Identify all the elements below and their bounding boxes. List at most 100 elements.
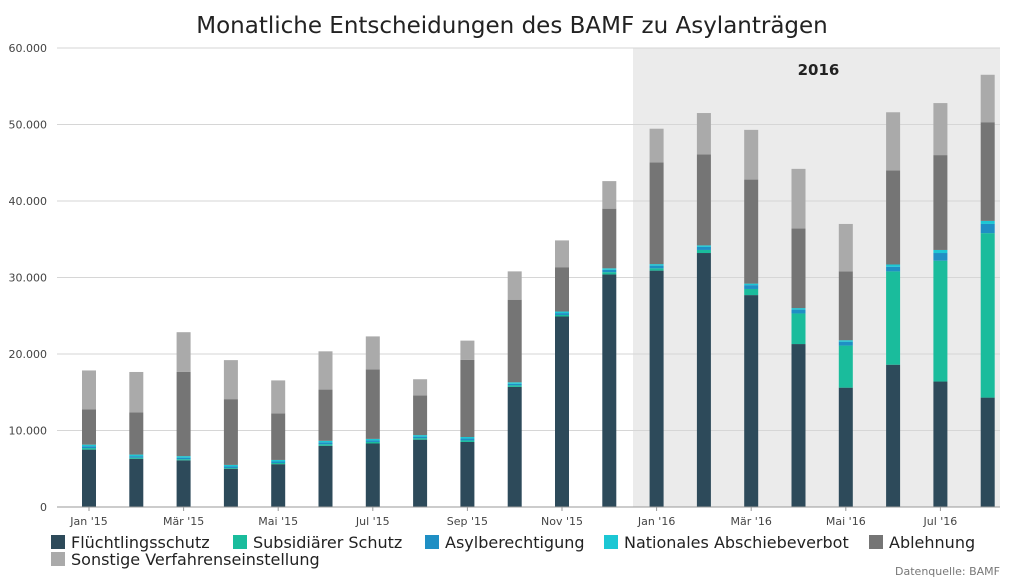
- bar-segment: Mai '15 – Sonstige Verfahrenseinstellung…: [271, 380, 286, 414]
- bar-segment: Mai '15 – Flüchtlingsschutz: 5600: [271, 464, 286, 507]
- bar-segment: Jan '15 – Subsidiärer Schutz: 200: [82, 448, 96, 450]
- y-tick-label: 20.000: [9, 348, 48, 361]
- bar-segment: Jan '15 – Ablehnung: 4600: [82, 409, 96, 445]
- bar-segment: Okt '15 – Sonstige Verfahrenseinstellung…: [507, 271, 522, 300]
- legend-label: Flüchtlingsschutz: [71, 533, 210, 552]
- bar-segment: Dez '15 – Flüchtlingsschutz: 30400: [602, 274, 617, 507]
- bar-segment: Mai '16 – Ablehnung: 9000: [838, 271, 853, 341]
- bar-segment: Mär '15 – Nationales Abschiebeverbot: 20…: [176, 456, 191, 458]
- bar-segment: Aug '16 – Asylberechtigung: 1200: [980, 223, 995, 234]
- bar-segment: Jun '15 – Ablehnung: 6700: [318, 389, 333, 441]
- legend-swatch: [604, 535, 618, 549]
- bar-segment: Apr '16 – Asylberechtigung: 500: [791, 309, 806, 314]
- bar-segment: Jul '15 – Asylberechtigung: 200: [365, 440, 380, 442]
- bar-segment: Feb '15 – Ablehnung: 5500: [129, 412, 144, 455]
- bar-segment: Jun '16 – Asylberechtigung: 600: [886, 266, 901, 272]
- bar-segment: Aug '16 – Ablehnung: 12900: [980, 122, 995, 221]
- bar-segment: Feb '16 – Ablehnung: 11900: [696, 154, 711, 246]
- bar-segment: Jun '16 – Flüchtlingsschutz: 18600: [886, 364, 901, 507]
- bar-segment: Apr '15 – Nationales Abschiebeverbot: 20…: [223, 464, 238, 467]
- y-tick-label: 60.000: [9, 42, 48, 55]
- bar-segment: Mär '16 – Asylberechtigung: 500: [744, 285, 759, 289]
- y-tick-label: 50.000: [9, 119, 48, 132]
- bar-segment: Apr '16 – Flüchtlingsschutz: 21300: [791, 344, 806, 507]
- bar-segment: Feb '16 – Nationales Abschiebeverbot: 20…: [696, 245, 711, 247]
- bar-segment: Aug '16 – Flüchtlingsschutz: 14300: [980, 397, 995, 507]
- bar-segment: Okt '15 – Nationales Abschiebeverbot: 20…: [507, 382, 522, 384]
- bar-segment: Mär '15 – Asylberechtigung: 200: [176, 457, 191, 460]
- bar-segment: Mai '15 – Subsidiärer Schutz: 150: [271, 463, 286, 465]
- bar-segment: Mai '16 – Sonstige Verfahrenseinstellung…: [838, 223, 853, 272]
- bar-segment: Jun '16 – Sonstige Verfahrenseinstellung…: [886, 112, 901, 171]
- bar-segment: Aug '16 – Subsidiärer Schutz: 21500: [980, 233, 995, 398]
- bar-segment: Feb '16 – Asylberechtigung: 400: [696, 246, 711, 250]
- bar-segment: Nov '15 – Asylberechtigung: 250: [555, 313, 569, 315]
- y-tick-label: 40.000: [9, 195, 48, 208]
- bar-segment: Jun '16 – Subsidiärer Schutz: 12200: [886, 271, 901, 365]
- bar-segment: Feb '16 – Sonstige Verfahrenseinstellung…: [696, 113, 711, 155]
- bar-segment: Aug '15 – Sonstige Verfahrenseinstellung…: [413, 379, 428, 396]
- bar-segment: Sep '15 – Asylberechtigung: 250: [460, 438, 475, 441]
- bar-segment: Sep '15 – Nationales Abschiebeverbot: 20…: [460, 437, 475, 439]
- y-tick-label: 0: [40, 501, 47, 514]
- legend-swatch: [425, 535, 439, 549]
- bar-segment: Nov '15 – Flüchtlingsschutz: 24900: [555, 316, 569, 507]
- x-tick-label: Nov '15: [541, 515, 583, 528]
- bar-segment: Aug '15 – Flüchtlingsschutz: 8800: [413, 439, 428, 507]
- bar-segment: Jul '15 – Subsidiärer Schutz: 200: [365, 441, 380, 444]
- bar-segment: Aug '16 – Nationales Abschiebeverbot: 40…: [980, 220, 995, 224]
- bar-segment: Apr '15 – Flüchtlingsschutz: 5000: [223, 468, 238, 507]
- bar-segment: Feb '16 – Subsidiärer Schutz: 400: [696, 249, 711, 254]
- bar-segment: Dez '15 – Nationales Abschiebeverbot: 20…: [602, 268, 617, 270]
- bar-segment: Jan '16 – Ablehnung: 13300: [649, 162, 664, 265]
- bar-segment: Mai '15 – Nationales Abschiebeverbot: 20…: [271, 459, 286, 462]
- y-tick-label: 10.000: [9, 425, 48, 438]
- bar-segment: Jan '16 – Nationales Abschiebeverbot: 20…: [649, 264, 664, 266]
- legend-label: Sonstige Verfahrenseinstellung: [71, 550, 320, 569]
- x-tick-label: Sep '15: [447, 515, 488, 528]
- legend-label: Nationales Abschiebeverbot: [624, 533, 849, 552]
- bar-segment: Feb '15 – Flüchtlingsschutz: 6300: [129, 458, 144, 507]
- bar-segment: Jul '16 – Ablehnung: 12400: [933, 155, 948, 250]
- bar-segment: Feb '16 – Flüchtlingsschutz: 33200: [696, 253, 711, 507]
- bar-segment: Jan '15 – Asylberechtigung: 250: [82, 446, 96, 449]
- bar-segment: Dez '15 – Asylberechtigung: 300: [602, 269, 617, 273]
- bar-segment: Jan '16 – Subsidiärer Schutz: 300: [649, 268, 664, 271]
- x-tick-label: Mär '15: [163, 515, 204, 528]
- x-tick-label: Jan '16: [637, 515, 675, 528]
- x-tick-label: Mai '15: [258, 515, 298, 528]
- bar-segment: Jul '16 – Asylberechtigung: 1000: [933, 253, 948, 261]
- bar-segment: Jan '16 – Sonstige Verfahrenseinstellung…: [649, 128, 664, 163]
- bar-segment: Jul '15 – Nationales Abschiebeverbot: 20…: [365, 438, 380, 441]
- legend-label: Ablehnung: [889, 533, 975, 552]
- bar-segment: Feb '15 – Subsidiärer Schutz: 150: [129, 457, 144, 459]
- bar-segment: Apr '15 – Asylberechtigung: 200: [223, 466, 238, 468]
- bar-segment: Feb '15 – Asylberechtigung: 200: [129, 456, 144, 458]
- bar-segment: Aug '15 – Nationales Abschiebeverbot: 20…: [413, 435, 428, 437]
- bar-segment: Okt '15 – Flüchtlingsschutz: 15700: [507, 386, 522, 507]
- bar-segment: Mai '15 – Ablehnung: 6100: [271, 413, 286, 460]
- source-note: Datenquelle: BAMF: [895, 565, 1000, 578]
- bar-segment: Apr '16 – Nationales Abschiebeverbot: 20…: [791, 308, 806, 310]
- bar-segment: Aug '16 – Sonstige Verfahrenseinstellung…: [980, 74, 995, 123]
- bar-segment: Mär '16 – Ablehnung: 13600: [744, 179, 759, 284]
- bar-segment: Sep '15 – Flüchtlingsschutz: 8500: [460, 441, 475, 507]
- bar-segment: Mai '16 – Subsidiärer Schutz: 5500: [838, 345, 853, 388]
- bars: Jan '15 – Flüchtlingsschutz: 7500Jan '15…: [82, 74, 995, 507]
- bar-segment: Jan '15 – Flüchtlingsschutz: 7500: [82, 449, 96, 507]
- bar-segment: Mär '15 – Flüchtlingsschutz: 6100: [176, 460, 191, 507]
- x-tick-label: Jan '15: [69, 515, 107, 528]
- chart-title: Monatliche Entscheidungen des BAMF zu As…: [196, 13, 828, 39]
- x-tick-label: Mai '16: [826, 515, 866, 528]
- bar-segment: Jun '16 – Nationales Abschiebeverbot: 30…: [886, 264, 901, 267]
- bar-segment: Jul '16 – Sonstige Verfahrenseinstellung…: [933, 103, 948, 156]
- legend-label: Asylberechtigung: [445, 533, 585, 552]
- bar-segment: Nov '15 – Sonstige Verfahrenseinstellung…: [555, 240, 569, 268]
- bar-segment: Mär '16 – Flüchtlingsschutz: 27700: [744, 295, 759, 507]
- bar-segment: Sep '15 – Subsidiärer Schutz: 200: [460, 440, 475, 442]
- bar-segment: Apr '16 – Sonstige Verfahrenseinstellung…: [791, 168, 806, 229]
- bar-segment: Aug '15 – Asylberechtigung: 200: [413, 436, 428, 439]
- bar-segment: Mär '15 – Subsidiärer Schutz: 150: [176, 459, 191, 461]
- bar-segment: Nov '15 – Subsidiärer Schutz: 200: [555, 314, 569, 317]
- y-tick-label: 30.000: [9, 272, 48, 285]
